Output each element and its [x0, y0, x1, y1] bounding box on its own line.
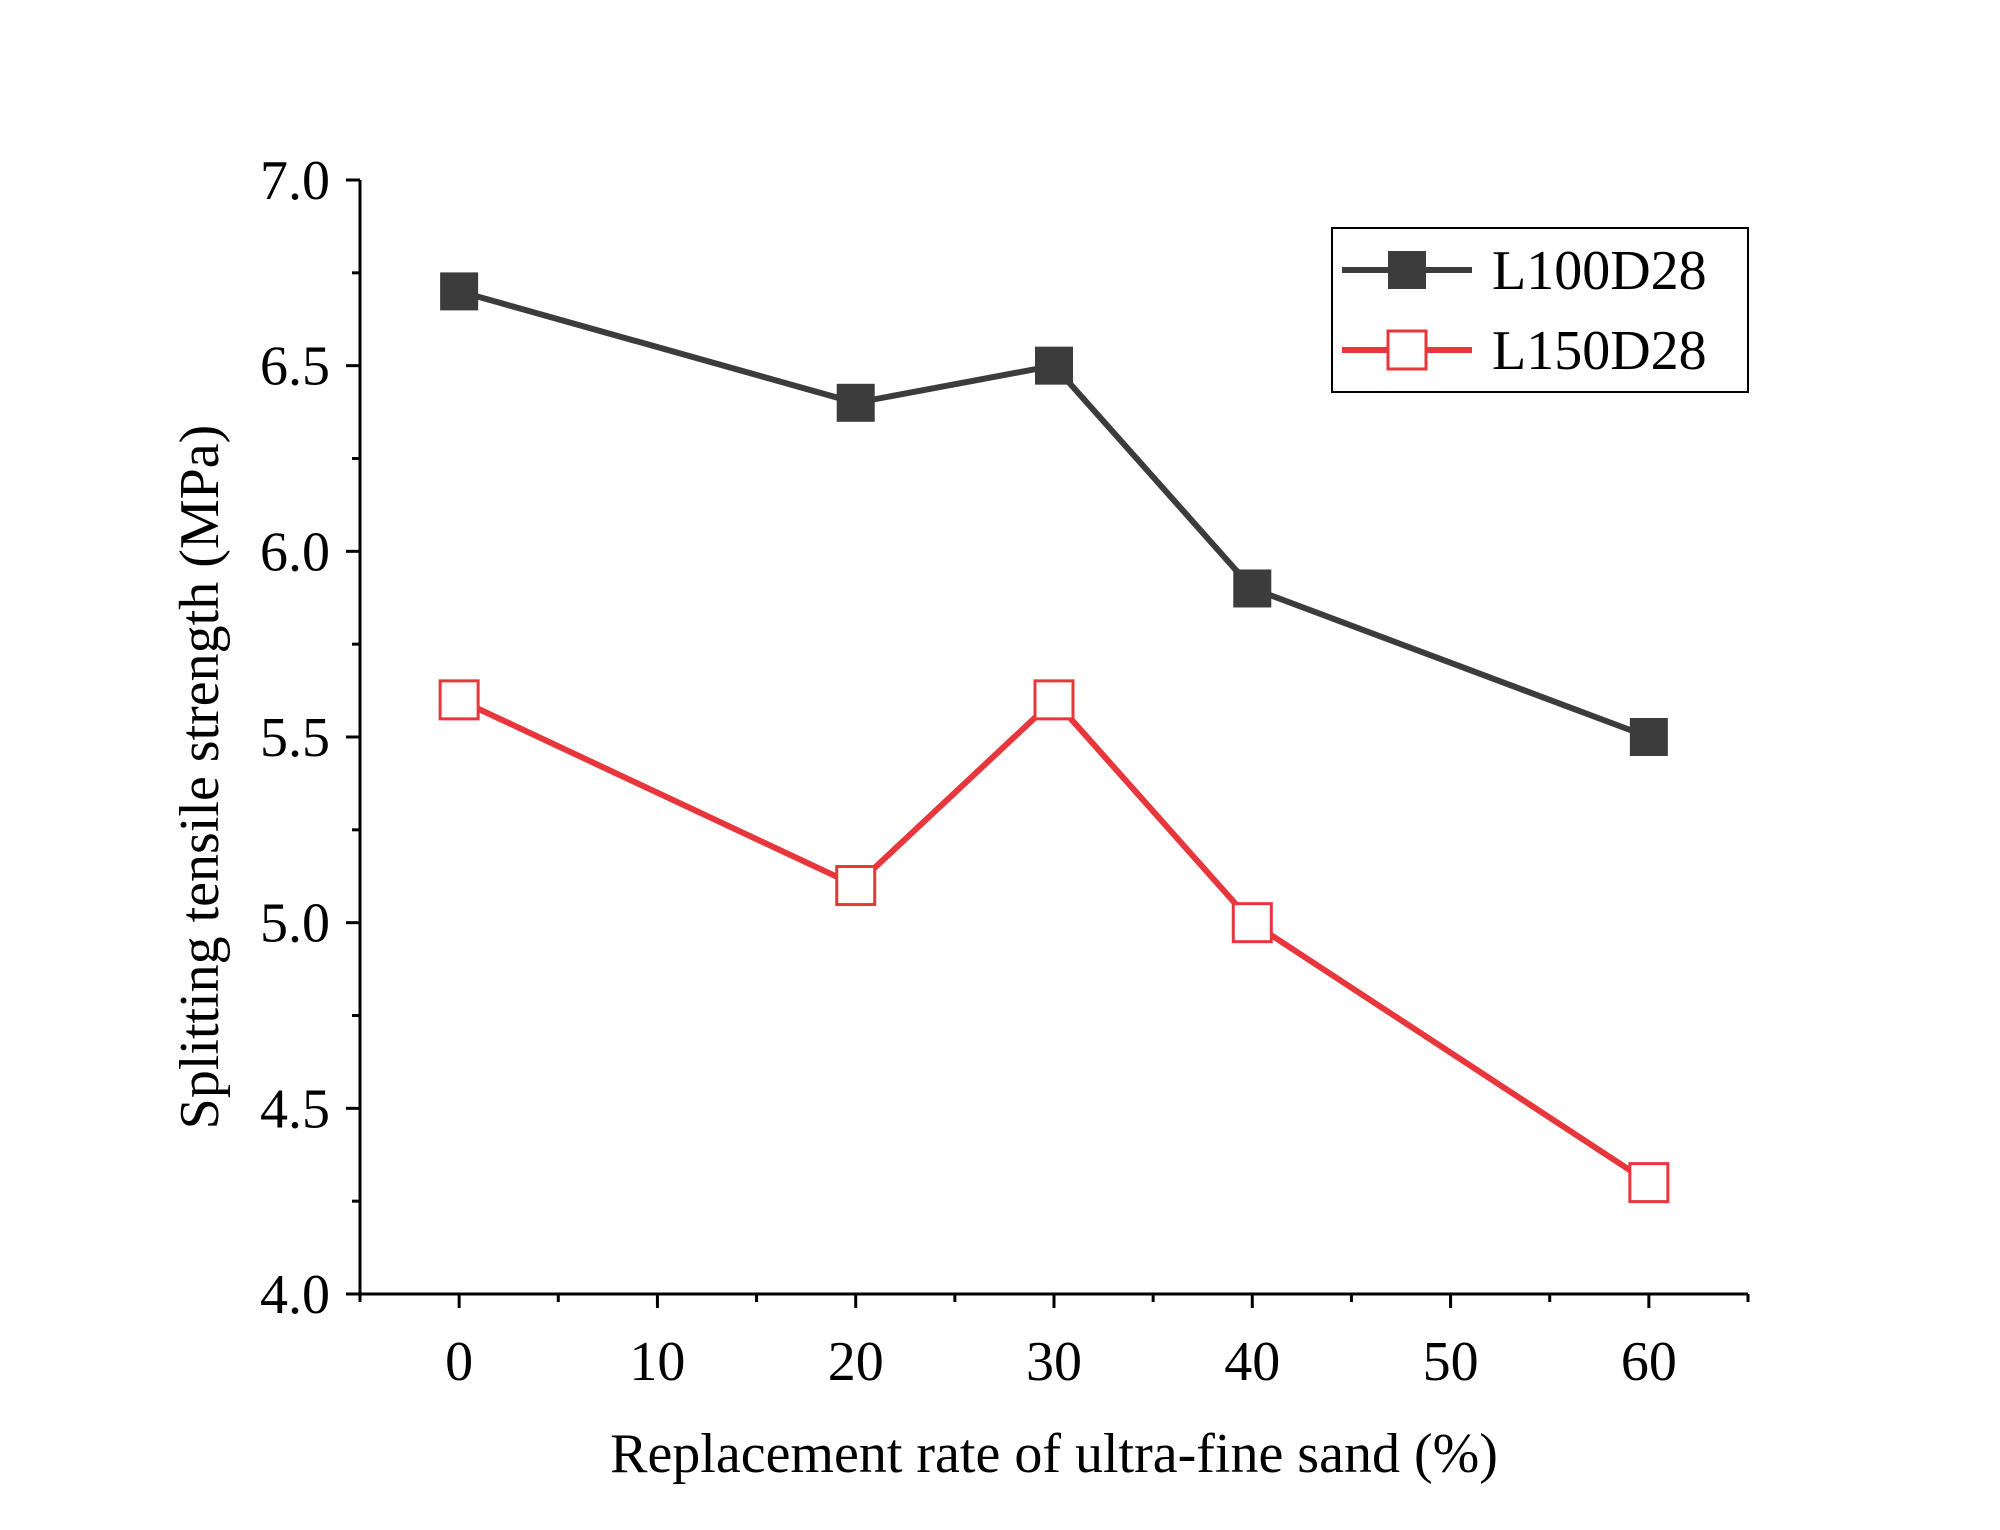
y-tick-label: 5.0 — [260, 893, 330, 955]
legend-label-l100d28: L100D28 — [1492, 240, 1707, 302]
y-tick-label: 4.0 — [260, 1264, 330, 1326]
legend-marker-l100d28 — [1388, 251, 1426, 289]
series-line-l150d28 — [457, 696, 1651, 1186]
y-tick-label: 5.5 — [260, 707, 330, 769]
data-point-l150d28 — [438, 679, 480, 721]
x-tick-label: 40 — [1224, 1331, 1280, 1393]
x-tick-label: 20 — [828, 1331, 884, 1393]
legend-marker-l150d28 — [1386, 329, 1428, 371]
x-axis-ticks: 0 10 20 30 40 50 60 — [358, 1294, 1750, 1393]
data-point-l100d28 — [440, 272, 479, 311]
legend: L100D28 L150D28 — [1331, 227, 1749, 393]
data-point-l150d28 — [1033, 679, 1075, 721]
x-tick-label: 30 — [1026, 1331, 1082, 1393]
legend-entry-l100d28: L100D28 — [1342, 240, 1707, 302]
x-tick-label: 60 — [1621, 1331, 1677, 1393]
data-point-l100d28 — [1629, 718, 1668, 756]
data-point-l150d28 — [1231, 902, 1273, 944]
y-axis-title: Splitting tensile strength (MPa) — [169, 425, 231, 1130]
x-tick-label: 0 — [445, 1331, 473, 1393]
legend-label-l150d28: L150D28 — [1492, 320, 1707, 382]
data-point-l150d28 — [1628, 1162, 1670, 1204]
x-tick-label: 50 — [1423, 1331, 1479, 1393]
y-tick-label: 6.0 — [260, 521, 330, 583]
data-point-l100d28 — [1035, 346, 1073, 385]
series-group — [438, 272, 1670, 1204]
x-tick-label: 10 — [629, 1331, 685, 1393]
y-tick-label: 6.5 — [260, 336, 330, 398]
data-point-l100d28 — [836, 383, 875, 422]
data-point-l100d28 — [1233, 569, 1272, 608]
y-tick-label: 7.0 — [260, 150, 330, 212]
x-axis-title: Replacement rate of ultra-fine sand (%) — [610, 1423, 1498, 1485]
y-tick-label: 4.5 — [260, 1078, 330, 1140]
legend-entry-l150d28: L150D28 — [1342, 320, 1707, 382]
data-point-l150d28 — [835, 865, 877, 907]
y-axis-ticks: 4.0 4.5 5.0 5.5 6.0 6.5 7.0 — [260, 150, 360, 1326]
